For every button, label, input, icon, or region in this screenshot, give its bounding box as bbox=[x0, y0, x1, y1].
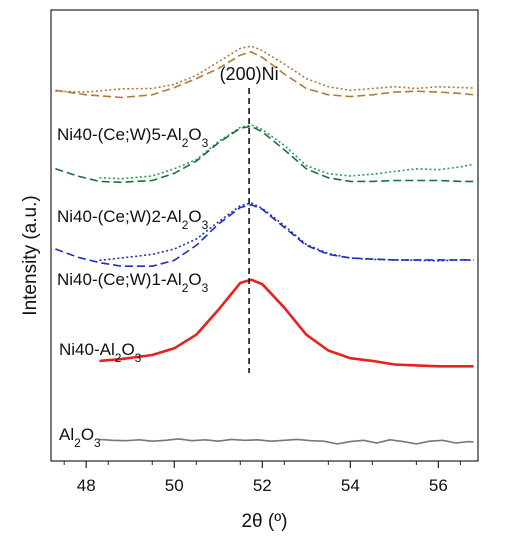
x-tick-label: 54 bbox=[341, 476, 360, 495]
series-labels: Ni40-(Ce;W)5-Al2O3 Ni40-(Ce;W)2-Al2O3 Ni40… bbox=[57, 125, 209, 450]
x-axis-ticks: 48 50 52 54 56 bbox=[63, 461, 461, 495]
series-label: Ni40-(Ce;W)2-Al2O3 bbox=[57, 207, 209, 232]
series-line bbox=[55, 125, 474, 184]
x-tick-label: 50 bbox=[165, 476, 184, 495]
series-label: Ni40-(Ce;W)5-Al2O3 bbox=[57, 125, 209, 150]
reference-line-label: (200)Ni bbox=[220, 64, 279, 84]
series-line bbox=[55, 204, 474, 267]
series-line bbox=[99, 124, 474, 180]
plot-frame bbox=[50, 9, 479, 462]
x-tick-label: 48 bbox=[77, 476, 96, 495]
x-tick-label: 56 bbox=[429, 476, 448, 495]
series-line bbox=[55, 45, 474, 93]
series-line bbox=[99, 278, 474, 368]
series-group bbox=[55, 45, 474, 445]
x-axis-label: 2θ (º) bbox=[241, 511, 287, 532]
y-axis-label: Intensity (a.u.) bbox=[20, 195, 41, 315]
x-tick-label: 52 bbox=[253, 476, 272, 495]
plot-border bbox=[50, 9, 479, 462]
series-line bbox=[99, 438, 474, 445]
series-label: Al2O3 bbox=[59, 425, 101, 450]
series-label: Ni40-(Ce;W)1-Al2O3 bbox=[57, 270, 209, 295]
series-line bbox=[55, 51, 474, 99]
series-label: Ni40-Al2O3 bbox=[59, 340, 142, 365]
